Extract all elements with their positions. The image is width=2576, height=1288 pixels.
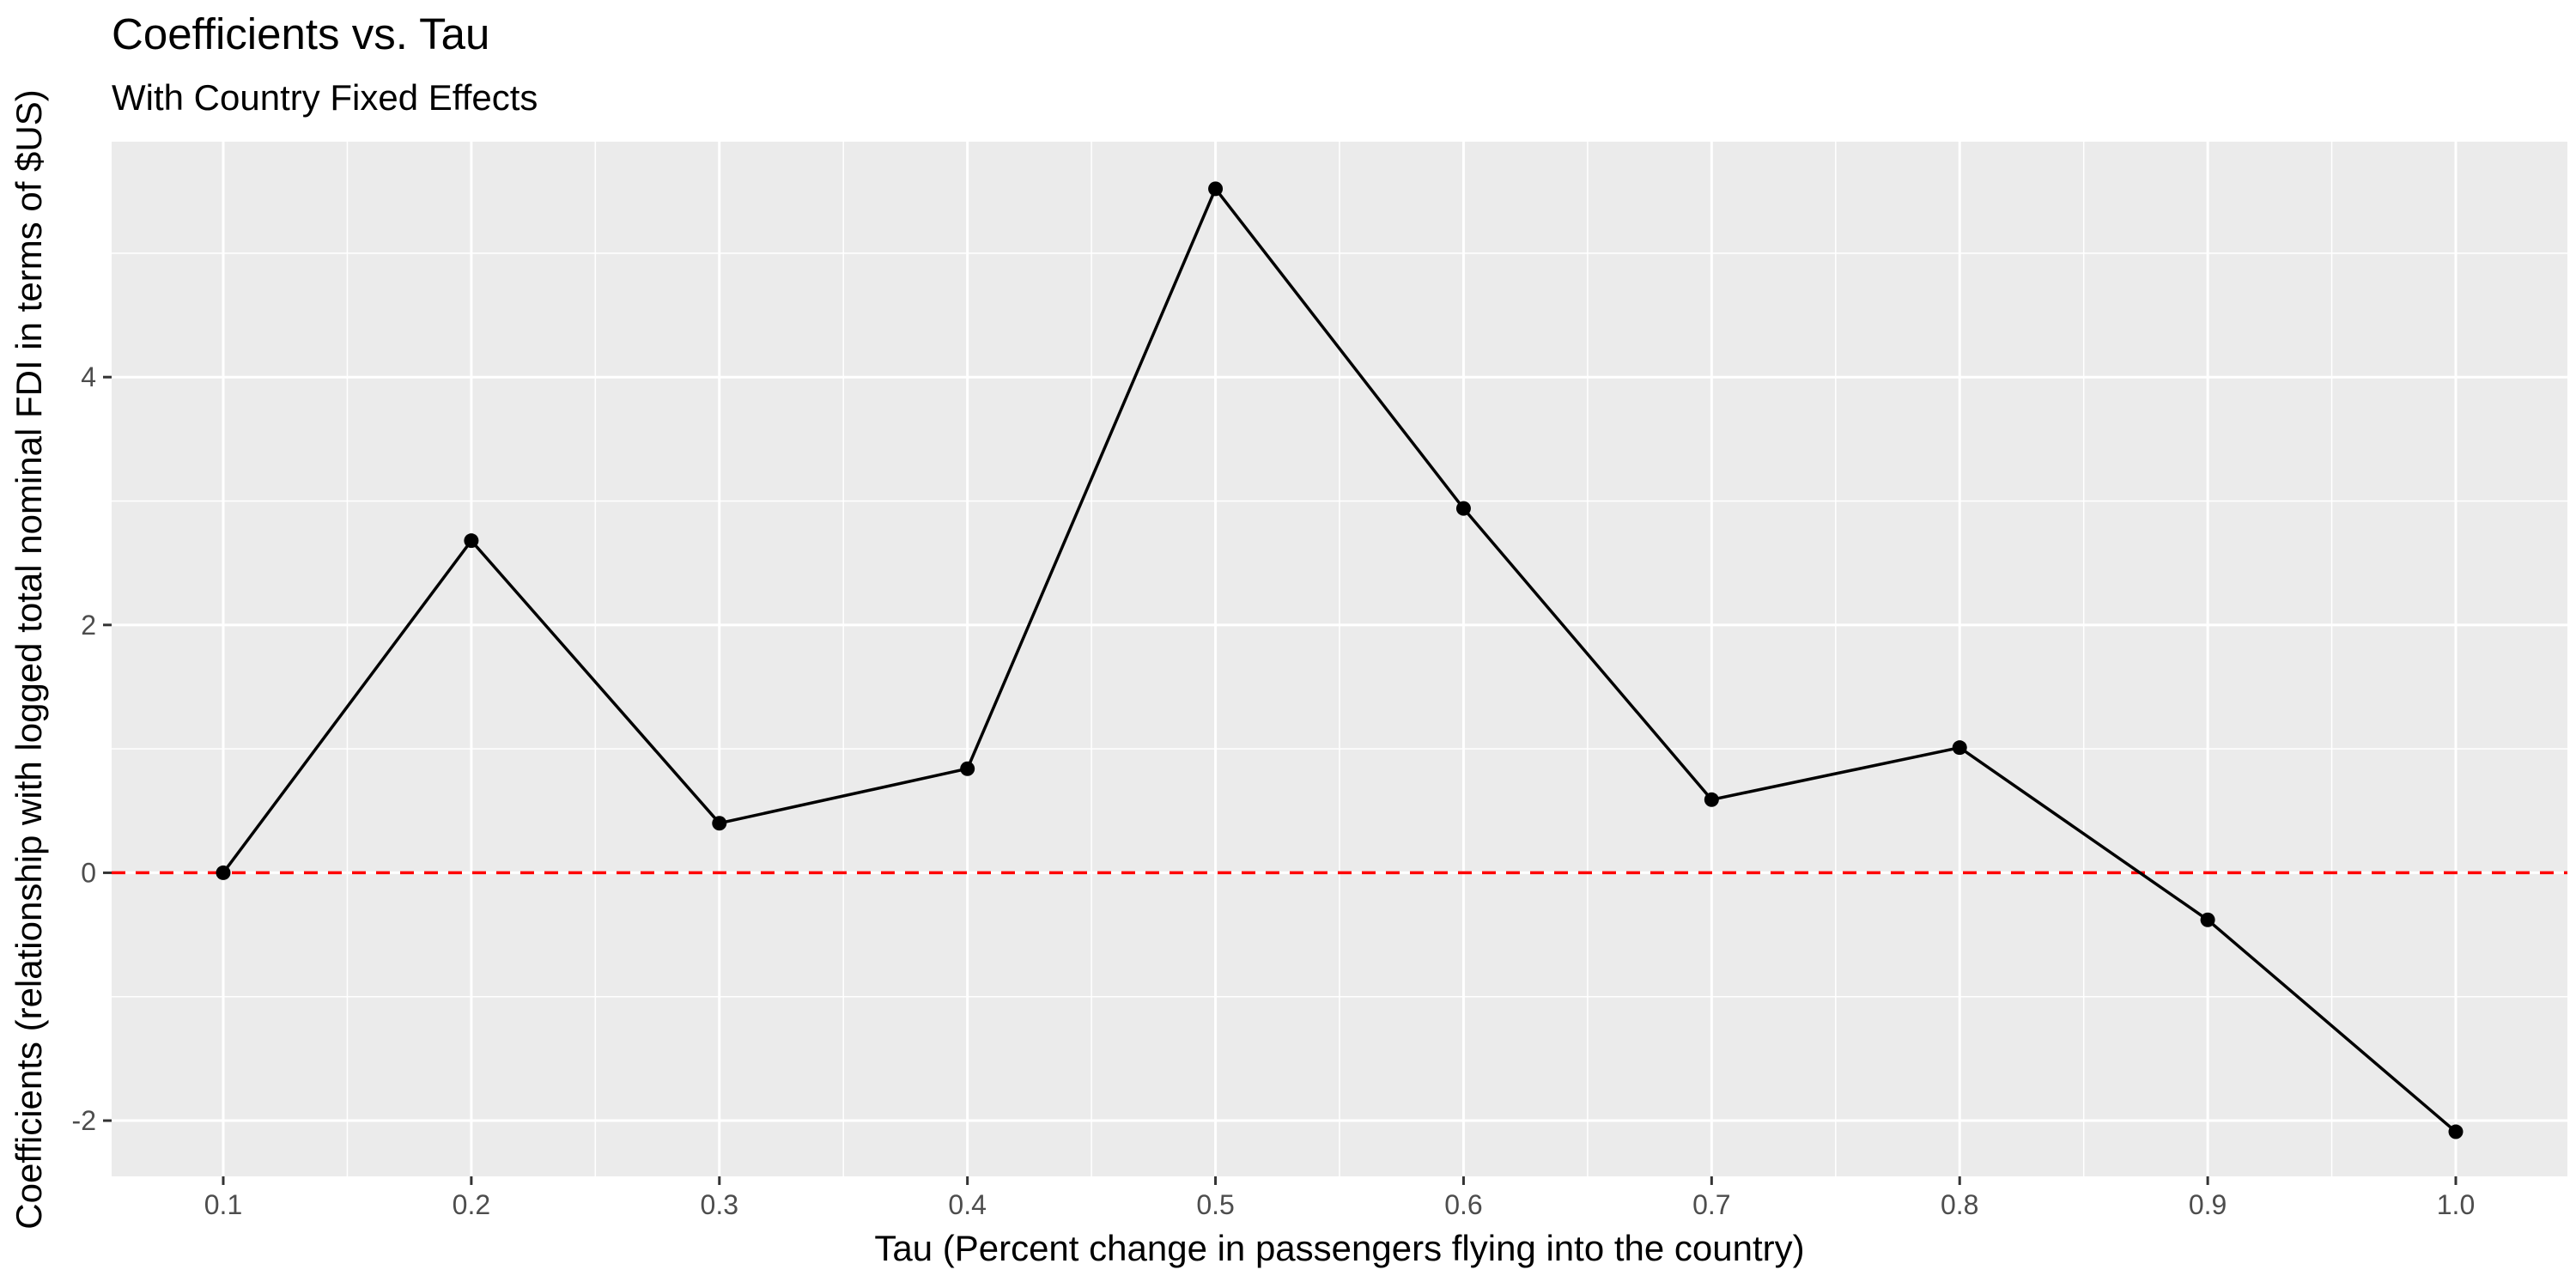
x-tick-label: 0.3 bbox=[701, 1189, 738, 1220]
x-tick-label: 0.9 bbox=[2189, 1189, 2227, 1220]
x-tick-label: 0.5 bbox=[1196, 1189, 1234, 1220]
data-point bbox=[1704, 792, 1719, 807]
data-point bbox=[2200, 912, 2215, 927]
y-tick-label: 4 bbox=[81, 361, 96, 392]
y-tick-label: 0 bbox=[81, 857, 96, 888]
data-point bbox=[712, 816, 727, 831]
y-tick-label: -2 bbox=[72, 1105, 96, 1136]
x-tick-label: 0.6 bbox=[1444, 1189, 1482, 1220]
grid-minor-lines bbox=[112, 142, 2567, 1176]
series-points bbox=[216, 181, 2464, 1139]
y-axis-ticks: -2 0 2 4 bbox=[72, 361, 112, 1136]
x-tick-label: 0.7 bbox=[1692, 1189, 1730, 1220]
data-point bbox=[216, 865, 231, 880]
x-tick-label: 0.8 bbox=[1941, 1189, 1978, 1220]
y-axis-title: Coefficients (relationship with logged t… bbox=[9, 89, 49, 1230]
data-point bbox=[1455, 501, 1471, 516]
chart-title: Coefficients vs. Tau bbox=[112, 9, 489, 58]
x-tick-label: 0.2 bbox=[453, 1189, 490, 1220]
x-tick-label: 0.4 bbox=[948, 1189, 986, 1220]
chart-subtitle: With Country Fixed Effects bbox=[112, 77, 538, 118]
series-line bbox=[222, 187, 2458, 1133]
data-point bbox=[464, 533, 479, 549]
x-tick-label: 1.0 bbox=[2437, 1189, 2475, 1220]
y-tick-label: 2 bbox=[81, 610, 96, 641]
grid-major-lines bbox=[112, 142, 2567, 1176]
data-point bbox=[1952, 740, 1967, 756]
data-point bbox=[1208, 181, 1224, 197]
data-point bbox=[960, 761, 975, 776]
x-axis-title: Tau (Percent change in passengers flying… bbox=[874, 1228, 1804, 1268]
data-point bbox=[2448, 1124, 2464, 1139]
x-tick-label: 0.1 bbox=[204, 1189, 242, 1220]
x-axis-ticks: 0.1 0.2 0.3 0.4 0.5 0.6 0.7 0.8 0.9 1.0 bbox=[204, 1176, 2475, 1220]
